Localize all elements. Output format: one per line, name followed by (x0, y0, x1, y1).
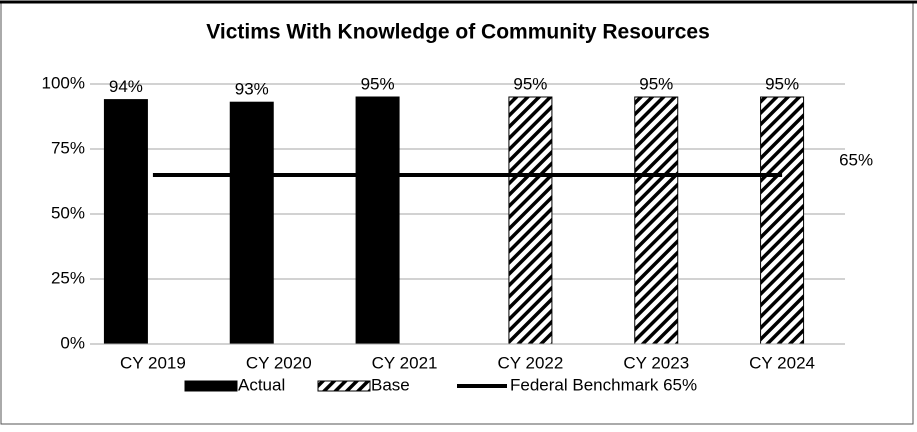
data-label: 95% (513, 74, 547, 93)
y-tick-label: 100% (42, 73, 85, 92)
x-tick-label: CY 2021 (372, 353, 438, 372)
legend-label: Base (371, 375, 410, 394)
x-tick-label: CY 2019 (120, 353, 186, 372)
bar (229, 101, 274, 345)
legend-swatch (317, 380, 371, 392)
x-tick-label: CY 2023 (623, 353, 689, 372)
data-label: 95% (361, 74, 395, 93)
y-tick-label: 0% (60, 333, 85, 352)
legend-label: Federal Benchmark 65% (510, 375, 697, 394)
chart-title: Victims With Knowledge of Community Reso… (206, 21, 710, 44)
x-tick-label: CY 2024 (749, 353, 815, 372)
y-tick-label: 25% (51, 268, 85, 287)
bar (103, 99, 148, 345)
bar (508, 96, 553, 345)
bar (634, 96, 679, 345)
data-label: 95% (639, 74, 673, 93)
bar (355, 96, 400, 345)
legend-swatch (184, 380, 238, 392)
data-label: 95% (765, 74, 799, 93)
data-label: 65% (839, 150, 873, 169)
x-tick-label: CY 2020 (246, 353, 312, 372)
y-tick-label: 50% (51, 203, 85, 222)
data-label: 93% (235, 80, 269, 99)
legend-label: Actual (238, 375, 285, 394)
x-tick-label: CY 2022 (497, 353, 563, 372)
bar (760, 96, 805, 345)
data-label: 94% (109, 77, 143, 96)
y-tick-label: 75% (51, 138, 85, 157)
